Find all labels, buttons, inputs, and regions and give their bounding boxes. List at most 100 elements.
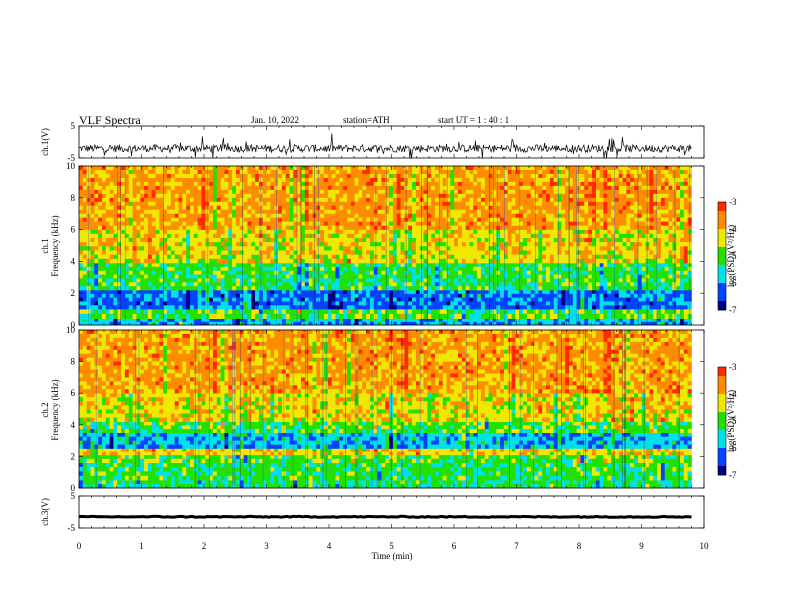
ch1-spectrogram-cell <box>178 166 183 171</box>
ch1-spectrogram-cell <box>140 189 145 195</box>
ch1-spectrogram-cell <box>109 274 114 279</box>
ch1-spectrogram-cell <box>124 293 130 298</box>
ch1-spectrogram-cell <box>366 321 371 326</box>
ch1-spectrogram-cell <box>542 305 547 310</box>
ch1-spectrogram-cell <box>144 266 149 272</box>
ch1-spectrogram-cell <box>220 278 225 283</box>
ch1-spectrogram-cell <box>346 185 352 191</box>
ch1-spectrogram-cell <box>507 233 512 239</box>
ch1-spectrogram-cell <box>580 254 585 260</box>
ch1-spectrogram-cell <box>385 293 390 298</box>
ch1-spectrogram-cell <box>170 193 176 199</box>
ch1-spectrogram-cell <box>155 254 160 260</box>
ch1-spectrogram-cell <box>614 301 620 306</box>
ch1-spectrogram-cell <box>392 229 398 235</box>
ch1-spectrogram-cell <box>140 229 145 235</box>
ch1-spectrogram-cell <box>488 242 493 247</box>
ch1-spectrogram-cell <box>281 266 287 272</box>
ch1-spectrogram-cell <box>155 201 160 207</box>
ch1-spectrogram-cell <box>247 217 252 222</box>
ch1-spectrogram-cell <box>381 274 386 279</box>
ch1-spectrogram-cell <box>534 297 539 302</box>
ch1-spectrogram-cell <box>232 205 237 211</box>
ch1-spectrogram-cell <box>243 278 248 283</box>
ch1-spectrogram-cell <box>239 169 244 175</box>
ch1-spectrogram-cell <box>335 254 340 260</box>
ch1-spectrogram-cell <box>477 286 482 291</box>
ch1-spectrogram-cell <box>266 262 271 268</box>
ch1-spectrogram-cell <box>668 262 673 268</box>
ch1-spectrogram-cell <box>392 254 398 260</box>
ch1-spectrogram-cell <box>327 217 332 222</box>
ch1-spectrogram-cell <box>324 258 329 264</box>
ch1-spectrogram-cell <box>381 286 386 291</box>
ch1-spectrogram-cell <box>618 274 623 279</box>
ch1-spectrogram-cell <box>90 193 95 199</box>
ch1-spectrogram-cell <box>653 293 658 298</box>
ch1-spectrogram-cell <box>389 229 394 235</box>
ch1-spectrogram-cell <box>614 266 620 272</box>
ch1-spectrogram-cell <box>630 278 635 283</box>
ch1-spectrogram-cell <box>205 266 210 272</box>
ch1-spectrogram-cell <box>216 193 221 199</box>
ch1-spectrogram-cell <box>591 309 597 315</box>
ch1-spectrogram-cell <box>588 286 593 291</box>
ch1-spectrogram-cell <box>473 266 478 272</box>
ch1-spectrogram-cell <box>584 313 589 319</box>
ch1-spectrogram-cell <box>446 313 451 319</box>
ch1-spectrogram-cell <box>526 242 532 247</box>
ch1-spectrogram-cell <box>392 262 398 268</box>
ch1-spectrogram-cell <box>201 185 206 191</box>
ch1-spectrogram-cell <box>247 309 252 315</box>
ch1-spectrogram-cell <box>101 229 107 235</box>
ch1-spectrogram-cell <box>167 229 172 235</box>
ch1-spectrogram-cell <box>201 293 206 298</box>
ch1-spectrogram-cell <box>98 242 103 247</box>
ch1-spectrogram-cell <box>216 278 221 283</box>
ch1-spectrogram-cell <box>82 185 87 191</box>
ch1-spectrogram-cell <box>197 305 202 310</box>
ch1-spectrogram-cell <box>178 185 183 191</box>
ch1-spectrogram-cell <box>239 254 244 260</box>
ch1-spectrogram-cell <box>672 270 677 275</box>
ch1-spectrogram-cell <box>144 246 149 251</box>
ch1-spectrogram-cell <box>124 225 130 230</box>
ch1-spectrogram-cell <box>442 242 447 247</box>
ch1-spectrogram-cell <box>465 246 470 251</box>
ch1-spectrogram-cell <box>101 197 107 203</box>
ch1-spectrogram-cell <box>339 309 344 315</box>
ch1-spectrogram-cell <box>611 297 616 302</box>
ch1-spectrogram-cell <box>101 313 107 319</box>
ch1-spectrogram-cell <box>144 297 149 302</box>
ch1-spectrogram-cell <box>220 225 225 230</box>
ch1-spectrogram-cell <box>507 229 512 235</box>
ch1-spectrogram-cell <box>492 266 497 272</box>
ch1-spectrogram-cell <box>247 205 252 211</box>
ch1-spectrogram-cell <box>461 270 466 275</box>
ch1-spectrogram-cell <box>484 254 489 260</box>
ch1-spectrogram-cell <box>205 246 210 251</box>
ch1-spectrogram-cell <box>484 286 489 291</box>
ch1-spectrogram-cell <box>274 189 279 195</box>
ch1-spectrogram-cell <box>526 246 532 251</box>
ch1-spectrogram-cell <box>362 237 367 243</box>
ch1-spectrogram-cell <box>331 290 336 295</box>
ch1-spectrogram-cell <box>511 305 516 310</box>
ch1-spectrogram-cell <box>308 221 313 226</box>
ch1-spectrogram-cell <box>289 318 294 323</box>
ch1-spectrogram-cell <box>224 282 229 287</box>
ch1-spectrogram-cell <box>358 313 363 319</box>
ch1-spectrogram-cell <box>155 274 160 279</box>
ch1-spectrogram-cell <box>473 313 478 319</box>
ch1-spectrogram-cell <box>614 274 620 279</box>
ch1-spectrogram-cell <box>465 270 470 275</box>
ch1-spectrogram-cell <box>408 242 413 247</box>
ch1-spectrogram-cell <box>358 237 363 243</box>
ch1-spectrogram-cell <box>538 297 543 302</box>
ch1-spectrogram-cell <box>335 201 340 207</box>
ch1-spectrogram-cell <box>381 309 386 315</box>
ch1-spectrogram-cell <box>680 318 685 323</box>
ch1-spectrogram-cell <box>251 290 256 295</box>
ch1-spectrogram-cell <box>327 258 332 264</box>
ch1-spectrogram-cell <box>121 297 126 302</box>
